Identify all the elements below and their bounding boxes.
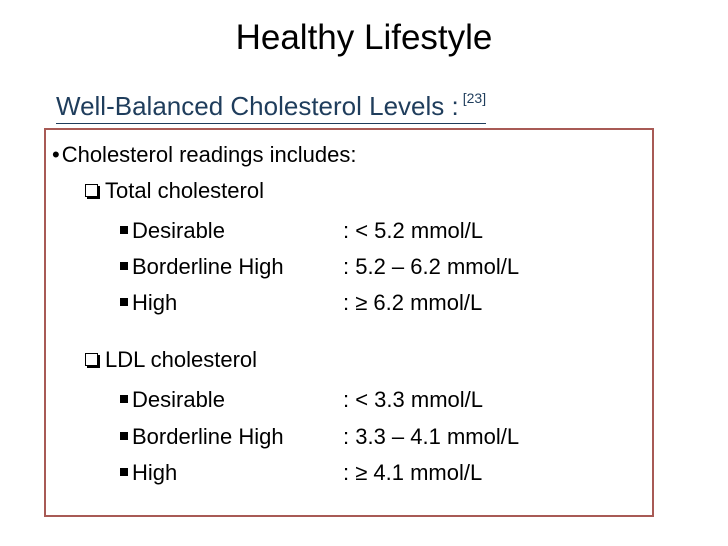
item-value: : < 3.3 mmol/L — [343, 387, 484, 412]
list-item: High — [120, 459, 177, 487]
group-heading-total: Total cholesterol — [85, 177, 264, 205]
dot-bullet: • — [52, 142, 60, 167]
group-heading-text: LDL cholesterol — [105, 347, 258, 372]
citation-ref: [23] — [462, 90, 487, 106]
item-label: Borderline High — [132, 254, 284, 279]
list-item: Borderline High — [120, 253, 284, 281]
group-heading-text: Total cholesterol — [105, 178, 264, 203]
content-box — [44, 128, 654, 517]
square-bullet-icon — [120, 468, 128, 476]
checkbox-icon — [85, 353, 98, 366]
square-bullet-icon — [120, 262, 128, 270]
item-label: Borderline High — [132, 424, 284, 449]
square-bullet-icon — [120, 226, 128, 234]
item-value: : 5.2 – 6.2 mmol/L — [343, 254, 520, 279]
list-item: Desirable — [120, 386, 225, 414]
intro-text: Cholesterol readings includes: — [61, 142, 357, 167]
intro-line: •Cholesterol readings includes: — [52, 141, 356, 169]
square-bullet-icon — [120, 395, 128, 403]
subtitle-text: Well-Balanced Cholesterol Levels : — [56, 91, 459, 121]
item-label: High — [132, 460, 178, 485]
list-item: High — [120, 289, 177, 317]
item-value: : 3.3 – 4.1 mmol/L — [343, 424, 520, 449]
slide-title: Healthy Lifestyle — [235, 18, 493, 57]
list-item: Desirable — [120, 217, 225, 245]
item-label: Desirable — [132, 387, 225, 412]
item-label: High — [132, 290, 178, 315]
item-value: : ≥ 6.2 mmol/L — [343, 290, 483, 315]
item-value: : < 5.2 mmol/L — [343, 218, 484, 243]
square-bullet-icon — [120, 298, 128, 306]
group-heading-ldl: LDL cholesterol — [85, 346, 257, 374]
list-item: Borderline High — [120, 423, 284, 451]
square-bullet-icon — [120, 432, 128, 440]
checkbox-icon — [85, 184, 98, 197]
item-value: : ≥ 4.1 mmol/L — [343, 460, 483, 485]
item-label: Desirable — [132, 218, 225, 243]
slide-subtitle: Well-Balanced Cholesterol Levels : [23] — [56, 82, 487, 124]
